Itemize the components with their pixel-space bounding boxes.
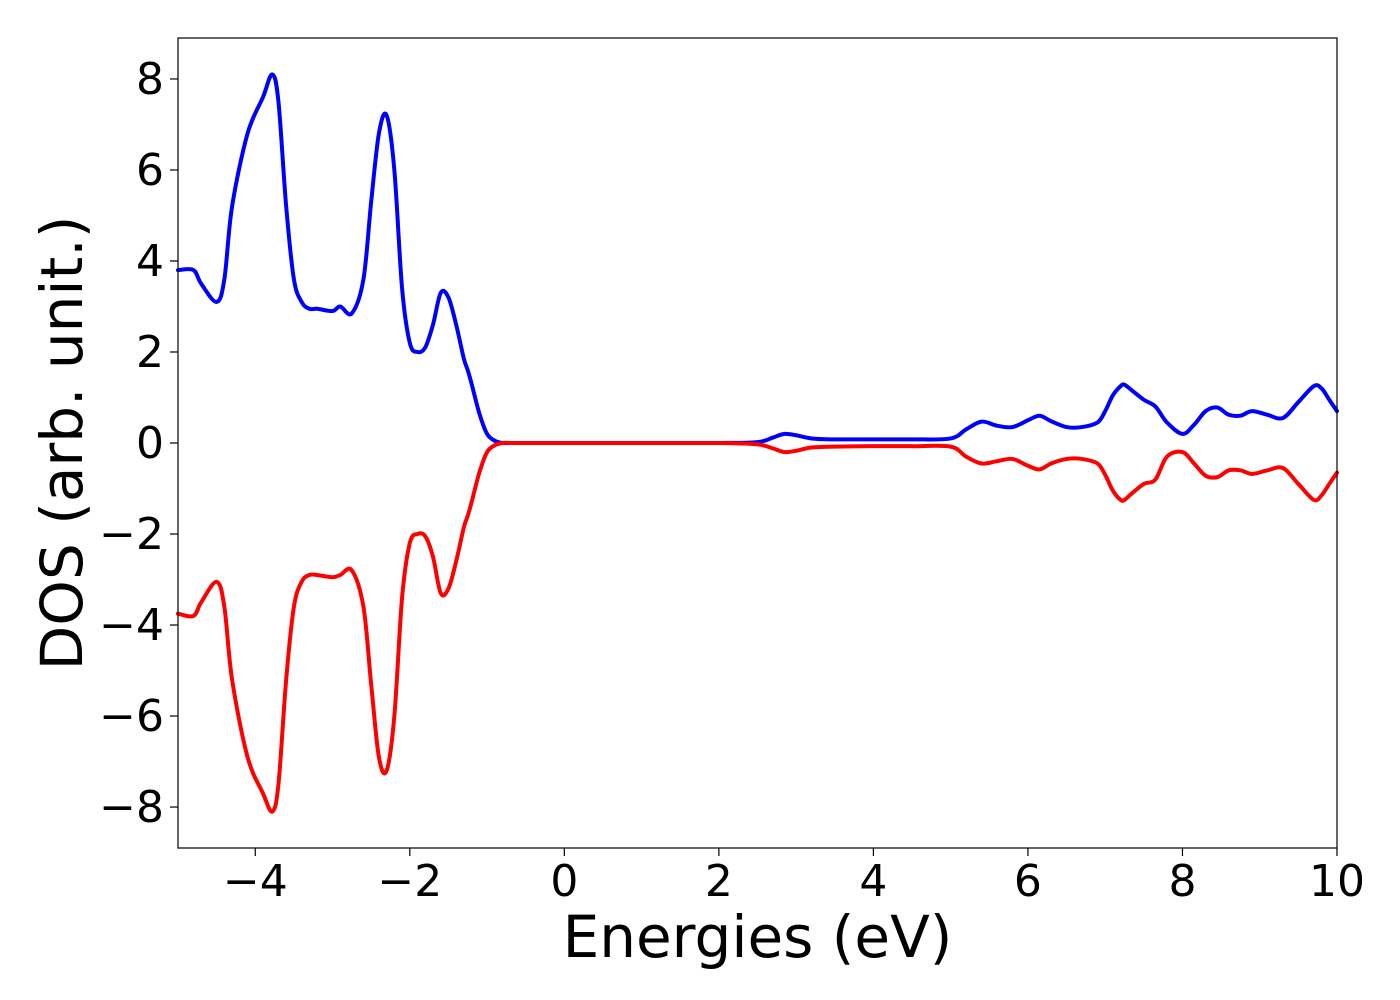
x-tick-label: −4 bbox=[223, 856, 288, 907]
x-tick-label: 10 bbox=[1309, 856, 1365, 907]
series-line-2 bbox=[176, 440, 1339, 814]
y-tick-label: 2 bbox=[136, 327, 164, 378]
y-axis-ticks: 8 6 4 2 0 −2 −4 −6 −8 bbox=[99, 54, 178, 833]
x-tick-label: 4 bbox=[859, 856, 887, 907]
y-tick-label: −6 bbox=[99, 691, 164, 742]
x-tick-label: 6 bbox=[1014, 856, 1042, 907]
y-tick-label: 4 bbox=[136, 236, 164, 287]
y-tick-label: 6 bbox=[136, 145, 164, 196]
x-tick-label: −2 bbox=[377, 856, 442, 907]
y-axis-title: DOS (arb. unit.) bbox=[28, 216, 96, 671]
x-tick-label: 2 bbox=[705, 856, 733, 907]
y-tick-label: −8 bbox=[99, 782, 164, 833]
x-axis-ticks: −4 −2 0 2 4 6 8 10 bbox=[223, 848, 1365, 907]
y-tick-label: −4 bbox=[99, 600, 164, 651]
x-tick-label: 0 bbox=[550, 856, 578, 907]
series-layer bbox=[176, 72, 1339, 814]
y-tick-label: 8 bbox=[136, 54, 164, 105]
x-axis-title: Energies (eV) bbox=[563, 903, 953, 971]
x-tick-label: 8 bbox=[1168, 856, 1196, 907]
series-line-1 bbox=[176, 72, 1339, 446]
y-tick-label: −2 bbox=[99, 509, 164, 560]
y-tick-label: 0 bbox=[136, 418, 164, 469]
